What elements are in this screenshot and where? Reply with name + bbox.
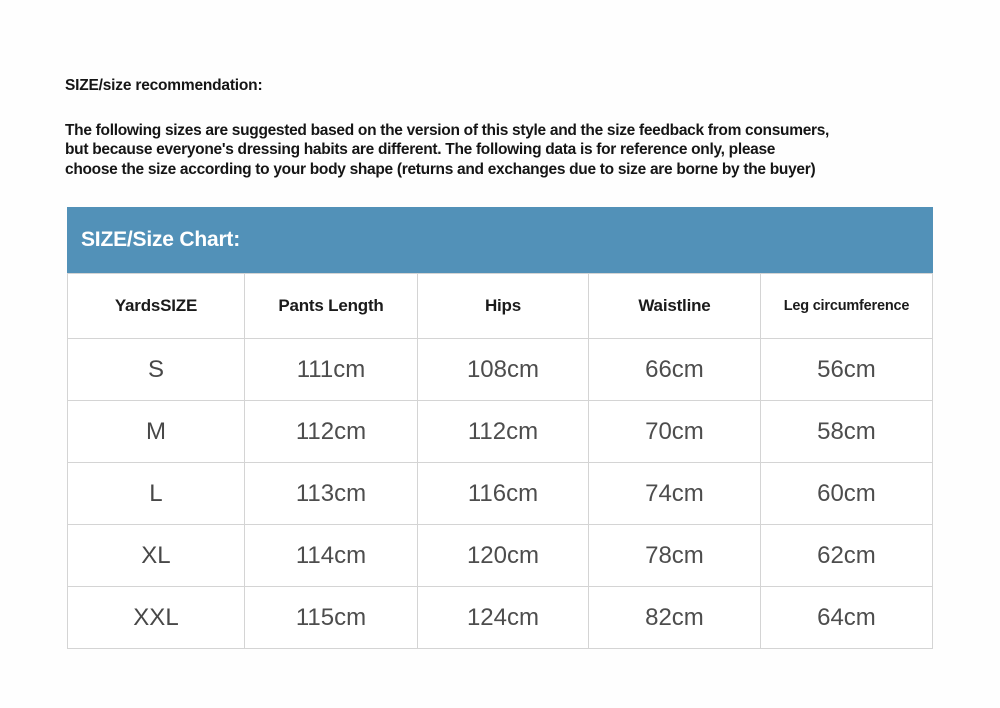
table-cell: 82cm	[587, 586, 761, 649]
table-cell: 112cm	[416, 400, 589, 463]
table-cell: 64cm	[759, 586, 934, 649]
size-label-xl: XL	[67, 524, 245, 587]
table-cell: 58cm	[759, 400, 934, 463]
size-table: YardsSIZE Pants Length Hips Waistline Le…	[67, 273, 934, 649]
size-table-header-row: YardsSIZE Pants Length Hips Waistline Le…	[67, 273, 934, 339]
table-cell: 60cm	[759, 462, 934, 525]
column-header-yards-size: YardsSIZE	[67, 273, 245, 339]
size-chart-title-bar: SIZE/Size Chart:	[67, 207, 933, 273]
table-cell: 74cm	[587, 462, 761, 525]
column-header-waistline: Waistline	[587, 273, 761, 339]
size-label-s: S	[67, 338, 245, 401]
column-header-pants-length: Pants Length	[243, 273, 418, 339]
size-row-xl: XL 114cm 120cm 78cm 62cm	[67, 524, 934, 587]
size-label-xxl: XXL	[67, 586, 245, 649]
size-label-m: M	[67, 400, 245, 463]
size-row-xxl: XXL 115cm 124cm 82cm 64cm	[67, 586, 934, 649]
table-cell: 124cm	[416, 586, 589, 649]
table-cell: 120cm	[416, 524, 589, 587]
paragraph-line: The following sizes are suggested based …	[65, 122, 830, 139]
size-recommendation-heading: SIZE/size recommendation:	[65, 77, 263, 94]
size-row-m: M 112cm 112cm 70cm 58cm	[67, 400, 934, 463]
paragraph-line: but because everyone's dressing habits a…	[65, 141, 776, 159]
table-cell: 116cm	[416, 462, 589, 525]
table-cell: 66cm	[587, 338, 761, 401]
size-recommendation-paragraph: The following sizes are suggested based …	[65, 121, 829, 179]
column-header-hips: Hips	[416, 273, 589, 339]
size-chart-title: SIZE/Size Chart:	[81, 228, 240, 251]
table-cell: 78cm	[587, 524, 761, 587]
table-cell: 56cm	[759, 338, 934, 401]
size-chart-section: SIZE/Size Chart: YardsSIZE Pants Length …	[67, 207, 934, 649]
table-cell: 114cm	[243, 524, 418, 587]
table-cell: 113cm	[243, 462, 418, 525]
paragraph-line: choose the size according to your body s…	[65, 160, 816, 178]
table-cell: 112cm	[243, 400, 418, 463]
table-cell: 108cm	[416, 338, 589, 401]
size-row-s: S 111cm 108cm 66cm 56cm	[67, 338, 934, 401]
table-cell: 111cm	[243, 338, 418, 401]
size-label-l: L	[67, 462, 245, 525]
table-cell: 62cm	[759, 524, 934, 587]
table-cell: 115cm	[243, 586, 418, 649]
table-cell: 70cm	[587, 400, 761, 463]
column-header-leg-circumference: Leg circumference	[759, 273, 934, 339]
size-row-l: L 113cm 116cm 74cm 60cm	[67, 462, 934, 525]
